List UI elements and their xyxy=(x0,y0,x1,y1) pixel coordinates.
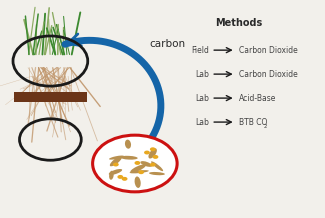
Ellipse shape xyxy=(149,172,165,175)
Ellipse shape xyxy=(109,156,124,160)
Text: Lab: Lab xyxy=(196,118,210,127)
Text: BTB CO: BTB CO xyxy=(239,118,267,127)
Ellipse shape xyxy=(125,140,131,149)
Circle shape xyxy=(93,135,177,192)
Text: Carbon Dioxide: Carbon Dioxide xyxy=(239,46,298,55)
Circle shape xyxy=(122,177,127,181)
Circle shape xyxy=(113,163,119,167)
Circle shape xyxy=(152,155,158,159)
Ellipse shape xyxy=(140,161,152,167)
Circle shape xyxy=(138,170,144,174)
Ellipse shape xyxy=(120,156,138,160)
Text: 2: 2 xyxy=(263,124,267,128)
Text: Carbon Dioxide: Carbon Dioxide xyxy=(239,70,298,79)
Text: Acid-Base: Acid-Base xyxy=(239,94,276,103)
Circle shape xyxy=(150,147,156,151)
Ellipse shape xyxy=(130,170,149,173)
Circle shape xyxy=(144,151,150,155)
Circle shape xyxy=(135,161,140,165)
Ellipse shape xyxy=(110,156,122,166)
Text: Lab: Lab xyxy=(196,70,210,79)
Ellipse shape xyxy=(135,176,141,188)
Text: carbon: carbon xyxy=(150,39,186,49)
Bar xyxy=(14,92,87,102)
Ellipse shape xyxy=(109,171,114,180)
Ellipse shape xyxy=(149,148,157,158)
Circle shape xyxy=(150,163,156,167)
Text: Methods: Methods xyxy=(215,18,263,28)
Text: Lab: Lab xyxy=(196,94,210,103)
Ellipse shape xyxy=(109,169,122,175)
Ellipse shape xyxy=(151,161,163,171)
Text: Field: Field xyxy=(192,46,210,55)
Circle shape xyxy=(117,175,123,179)
Ellipse shape xyxy=(130,164,146,173)
